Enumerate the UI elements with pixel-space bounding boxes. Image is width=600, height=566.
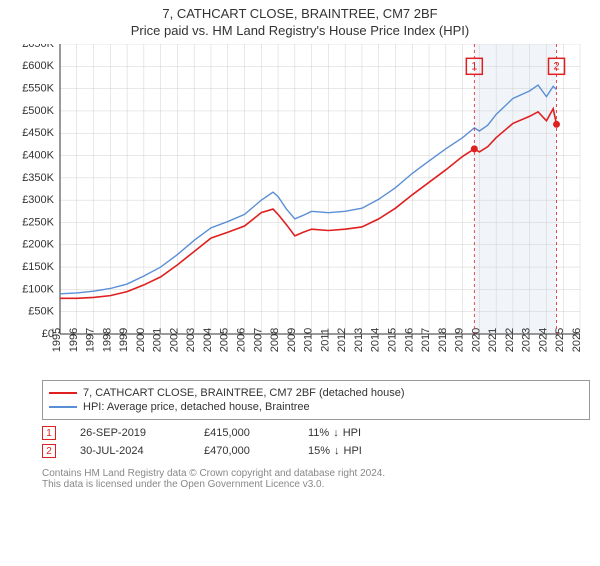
title-address: 7, CATHCART CLOSE, BRAINTREE, CM7 2BF	[0, 6, 600, 21]
x-tick-label: 1996	[68, 328, 80, 352]
marker-dot	[471, 145, 478, 152]
transactions-table: 126-SEP-2019£415,00011%↓HPI230-JUL-2024£…	[42, 426, 590, 458]
x-tick-label: 2022	[504, 328, 516, 352]
tx-delta-ref: HPI	[343, 427, 361, 439]
y-tick-label: £600K	[22, 60, 54, 72]
legend-row: HPI: Average price, detached house, Brai…	[49, 401, 583, 413]
y-tick-label: £300K	[22, 194, 54, 206]
tx-delta: 15% ↓ HPI	[308, 445, 398, 457]
x-tick-label: 1995	[51, 328, 63, 352]
x-tick-label: 2021	[487, 328, 499, 352]
y-tick-label: £350K	[22, 172, 54, 184]
tx-delta-pct: 15%	[308, 445, 330, 457]
x-tick-label: 2004	[202, 328, 214, 352]
x-tick-label: 2012	[336, 328, 348, 352]
x-tick-label: 2020	[470, 328, 482, 352]
x-tick-label: 2001	[152, 328, 164, 352]
y-tick-label: £450K	[22, 127, 54, 139]
x-tick-label: 2019	[454, 328, 466, 352]
x-tick-label: 2005	[219, 328, 231, 352]
x-tick-label: 2000	[135, 328, 147, 352]
arrow-down-icon: ↓	[333, 427, 339, 439]
x-tick-label: 2015	[386, 328, 398, 352]
marker-label: 1	[471, 60, 477, 72]
line-chart: £0£50K£100K£150K£200K£250K£300K£350K£400…	[10, 44, 590, 374]
x-tick-label: 2017	[420, 328, 432, 352]
x-tick-label: 2010	[303, 328, 315, 352]
tx-price: £415,000	[204, 427, 284, 439]
x-tick-label: 2014	[370, 328, 382, 352]
arrow-down-icon: ↓	[334, 445, 340, 457]
y-tick-label: £650K	[22, 44, 54, 50]
y-tick-label: £150K	[22, 261, 54, 273]
tx-delta-ref: HPI	[344, 445, 362, 457]
x-tick-label: 2009	[286, 328, 298, 352]
x-tick-label: 2023	[521, 328, 533, 352]
transaction-row: 2 30-JUL-2024 £470,000 15% ↓ HPI	[42, 444, 590, 458]
tx-delta-pct: 11%	[308, 427, 329, 439]
x-tick-label: 1999	[118, 328, 130, 352]
x-tick-label: 2016	[403, 328, 415, 352]
y-tick-label: £200K	[22, 239, 54, 251]
footer-line1: Contains HM Land Registry data © Crown c…	[42, 468, 590, 479]
legend-swatch	[49, 406, 77, 408]
x-tick-label: 2018	[437, 328, 449, 352]
y-tick-label: £50K	[28, 306, 54, 318]
tx-marker: 2	[42, 444, 56, 458]
y-tick-label: £100K	[22, 283, 54, 295]
x-tick-label: 2025	[554, 328, 566, 352]
footer-line2: This data is licensed under the Open Gov…	[42, 479, 590, 490]
x-tick-label: 2024	[537, 328, 549, 352]
x-tick-label: 1997	[85, 328, 97, 352]
x-tick-label: 2026	[571, 328, 583, 352]
x-tick-label: 2002	[168, 328, 180, 352]
tx-date: 26-SEP-2019	[80, 427, 180, 439]
title-subtitle: Price paid vs. HM Land Registry's House …	[0, 23, 600, 38]
shaded-band	[474, 44, 556, 334]
tx-marker: 1	[42, 426, 56, 440]
x-tick-label: 2006	[236, 328, 248, 352]
transaction-row: 1 26-SEP-2019 £415,000 11% ↓ HPI	[42, 426, 590, 440]
y-tick-label: £500K	[22, 105, 54, 117]
x-tick-label: 2011	[319, 328, 331, 352]
x-tick-label: 2008	[269, 328, 281, 352]
legend-text: HPI: Average price, detached house, Brai…	[83, 401, 310, 413]
legend: 7, CATHCART CLOSE, BRAINTREE, CM7 2BF (d…	[42, 380, 590, 420]
y-tick-label: £550K	[22, 83, 54, 95]
legend-row: 7, CATHCART CLOSE, BRAINTREE, CM7 2BF (d…	[49, 387, 583, 399]
tx-delta: 11% ↓ HPI	[308, 427, 398, 439]
y-tick-label: £400K	[22, 149, 54, 161]
marker-dot	[553, 121, 560, 128]
chart-container: £0£50K£100K£150K£200K£250K£300K£350K£400…	[10, 44, 590, 374]
tx-price: £470,000	[204, 445, 284, 457]
x-tick-label: 2007	[252, 328, 264, 352]
x-tick-label: 2003	[185, 328, 197, 352]
y-tick-label: £250K	[22, 216, 54, 228]
x-tick-label: 2013	[353, 328, 365, 352]
footer-attribution: Contains HM Land Registry data © Crown c…	[42, 468, 590, 490]
marker-label: 2	[553, 60, 559, 72]
legend-swatch	[49, 392, 77, 394]
x-tick-label: 1998	[101, 328, 113, 352]
legend-text: 7, CATHCART CLOSE, BRAINTREE, CM7 2BF (d…	[83, 387, 405, 399]
tx-date: 30-JUL-2024	[80, 445, 180, 457]
